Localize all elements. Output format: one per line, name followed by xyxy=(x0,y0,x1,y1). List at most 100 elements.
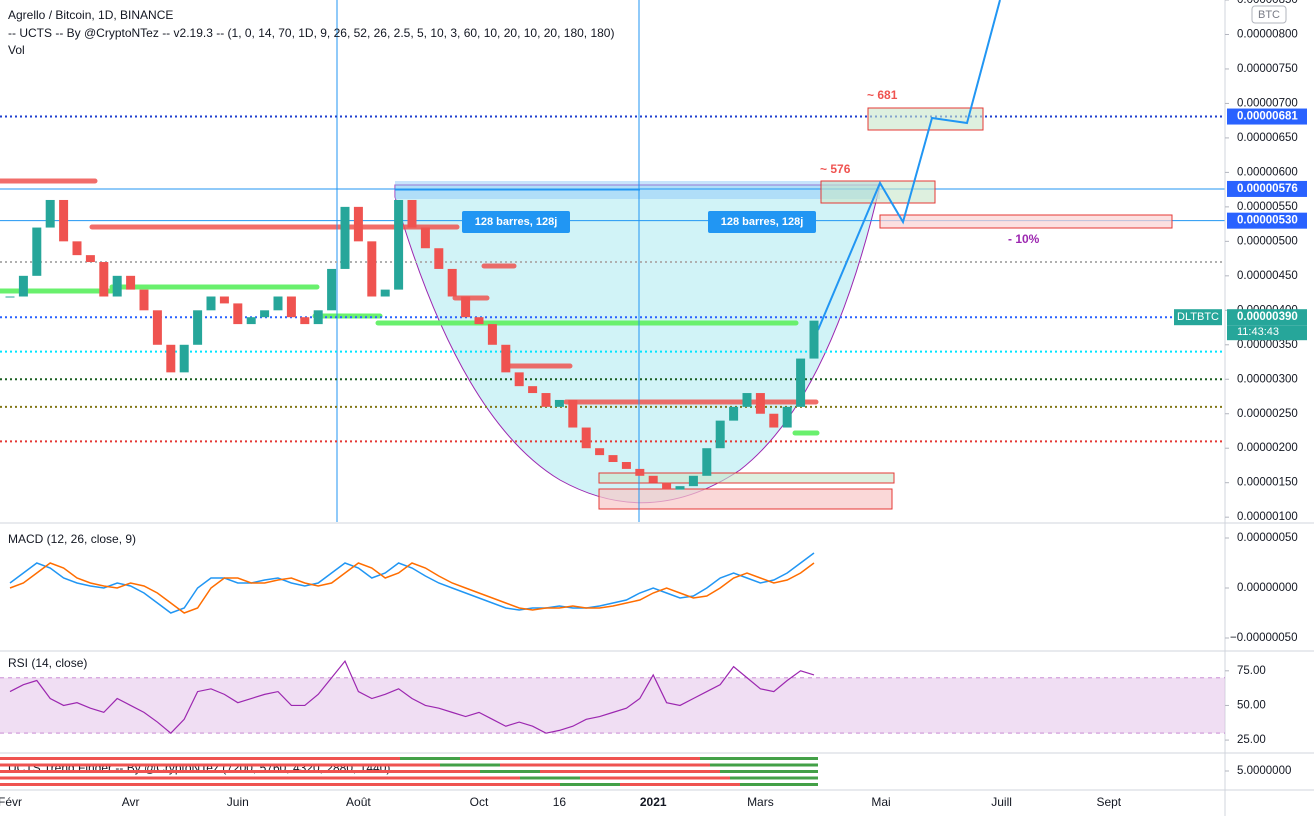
x-tick-label: 2021 xyxy=(640,795,667,809)
candle xyxy=(152,310,162,345)
candle xyxy=(621,462,631,469)
y-tick-label: 0.00000850 xyxy=(1237,0,1298,6)
zone xyxy=(598,488,893,510)
annotation-box xyxy=(462,211,570,233)
candle xyxy=(541,393,551,407)
candle xyxy=(528,386,538,394)
candle xyxy=(407,199,417,228)
trend-stripe xyxy=(0,763,818,767)
x-tick-label: Mars xyxy=(747,795,774,809)
x-tick-label: 16 xyxy=(553,795,567,809)
candle xyxy=(434,248,444,269)
trend-stripe xyxy=(0,783,818,786)
annotation: ~ 576 xyxy=(820,162,851,176)
macd-line xyxy=(9,562,815,614)
candle xyxy=(353,206,363,242)
candle xyxy=(662,482,672,490)
price-label-box xyxy=(1227,108,1307,125)
candle xyxy=(179,344,189,373)
price-label: 0.00000576 xyxy=(1237,183,1298,195)
y-tick-label: 0.00000000 xyxy=(1237,582,1298,594)
y-tick-label: 0.00000250 xyxy=(1237,408,1298,420)
annotation: - 10% xyxy=(1008,232,1040,246)
y-tick-label: 0.00000050 xyxy=(1237,532,1298,544)
candle xyxy=(126,275,136,290)
candle xyxy=(166,344,176,373)
x-tick-label: Sept xyxy=(1096,795,1121,809)
y-tick-label: 0.00000700 xyxy=(1237,97,1298,109)
symbol: DLTBTC xyxy=(1177,311,1219,323)
y-tick-label: 0.00000150 xyxy=(1237,477,1298,489)
rsi-band xyxy=(0,677,1225,734)
trend-stripe xyxy=(700,757,818,760)
price-label-box xyxy=(1227,309,1307,326)
candle xyxy=(260,310,270,318)
candle xyxy=(59,199,69,242)
candle xyxy=(300,317,310,325)
countdown: 11:43:43 xyxy=(1237,326,1279,338)
candle xyxy=(568,399,578,428)
candle xyxy=(581,427,591,449)
candle xyxy=(782,406,792,428)
x-tick-label: Août xyxy=(346,795,371,809)
trend-stripe xyxy=(520,776,580,780)
trend-stripe xyxy=(560,783,620,786)
y-tick-label: 25.00 xyxy=(1237,734,1266,746)
rsi-title: RSI (14, close) xyxy=(8,656,87,670)
candle xyxy=(675,486,685,490)
price-label-box xyxy=(1227,212,1307,229)
symbol-box xyxy=(1174,309,1222,326)
price-label: 0.00000681 xyxy=(1237,111,1298,123)
trend-stripe xyxy=(0,776,818,780)
y-tick-label: 0.00000500 xyxy=(1237,235,1298,247)
x-tick-label: Juin xyxy=(227,795,249,809)
candle xyxy=(18,275,28,297)
candle xyxy=(233,303,243,325)
candle xyxy=(286,296,296,318)
candle xyxy=(715,420,725,449)
trend-stripe xyxy=(440,763,500,767)
indicator-label: -- UCTS -- By @CryptoNTez -- v2.19.3 -- … xyxy=(8,26,614,40)
target-zone xyxy=(867,107,984,131)
stop-zone xyxy=(879,214,1173,229)
candle xyxy=(85,255,95,263)
projection xyxy=(817,0,1001,331)
candle xyxy=(796,358,806,407)
candle xyxy=(5,296,15,298)
candle xyxy=(742,393,752,407)
price-label: 0.00000390 xyxy=(1237,311,1298,323)
candle xyxy=(193,310,203,345)
y-tick-label: 75.00 xyxy=(1237,665,1266,677)
target-zone xyxy=(820,180,936,204)
trend-title: UCTS Trend Finder -- By @CryptoNTez (720… xyxy=(8,761,390,775)
y-tick-label: 0.00000650 xyxy=(1237,132,1298,144)
macd-title: MACD (12, 26, close, 9) xyxy=(8,532,136,546)
y-tick-label: 0.00000300 xyxy=(1237,373,1298,385)
zone xyxy=(598,472,895,484)
x-tick-label: Juill xyxy=(991,795,1012,809)
annotation: 128 barres, 128j xyxy=(721,216,804,228)
currency: BTC xyxy=(1258,9,1280,21)
candle xyxy=(729,406,739,421)
trend-stripe xyxy=(0,770,818,773)
annotation: 128 barres, 128j xyxy=(475,216,558,228)
trend-stripe xyxy=(710,763,818,767)
y-tick-label: 0.00000600 xyxy=(1237,166,1298,178)
candle xyxy=(501,344,511,373)
candle xyxy=(45,199,55,228)
trend-stripe xyxy=(400,757,460,760)
trend-stripe xyxy=(740,783,818,786)
annotation: ~ 681 xyxy=(867,88,898,102)
candle xyxy=(206,296,216,311)
x-tick-label: Mai xyxy=(871,795,890,809)
annotation-box xyxy=(708,211,816,233)
y-tick-label: 5.0000000 xyxy=(1237,765,1291,777)
y-tick-label: −0.00000050 xyxy=(1230,632,1297,644)
currency-badge[interactable] xyxy=(1251,5,1287,24)
candle xyxy=(769,413,779,428)
candle xyxy=(112,275,122,297)
candle xyxy=(99,262,109,297)
candle xyxy=(313,310,323,325)
candle xyxy=(72,241,82,256)
